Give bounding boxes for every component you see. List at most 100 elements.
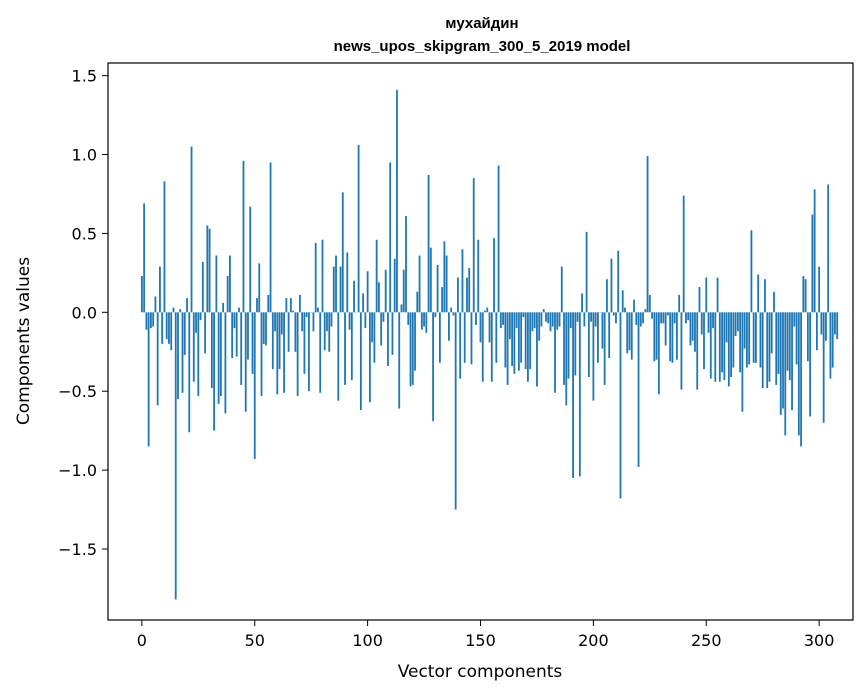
bar-144 <box>466 277 468 313</box>
bar-163 <box>508 312 511 340</box>
bar-236 <box>673 312 676 324</box>
bar-272 <box>755 312 757 363</box>
bar-200 <box>592 312 595 401</box>
x-tick-label-0: 0 <box>137 631 147 650</box>
bar-220 <box>637 312 640 467</box>
bar-173 <box>531 312 534 332</box>
bar-195 <box>581 293 583 313</box>
bar-8 <box>159 266 161 313</box>
bar-274 <box>759 312 762 368</box>
bar-24 <box>195 312 197 333</box>
bar-297 <box>811 214 814 313</box>
bar-238 <box>678 294 681 313</box>
bar-38 <box>226 276 229 313</box>
bar-15 <box>174 312 177 600</box>
bar-215 <box>626 312 629 354</box>
bar-107 <box>382 312 385 322</box>
bar-134 <box>443 241 446 313</box>
bar-135 <box>445 255 448 313</box>
bar-148 <box>475 312 477 325</box>
bar-21 <box>188 312 191 433</box>
bar-19 <box>183 312 186 355</box>
bar-116 <box>402 269 405 313</box>
bar-202 <box>596 312 599 363</box>
y-tick-label-0: −1.5 <box>58 540 97 559</box>
bar-37 <box>224 312 227 414</box>
bar-63 <box>283 312 285 393</box>
bar-76 <box>312 312 315 332</box>
bar-145 <box>468 268 471 313</box>
bar-266 <box>741 312 744 412</box>
bar-81 <box>323 312 326 351</box>
bar-276 <box>764 279 766 313</box>
bar-85 <box>332 266 335 313</box>
bar-267 <box>743 312 746 349</box>
bar-12 <box>168 312 170 344</box>
bar-125 <box>423 312 425 327</box>
bar-249 <box>703 312 705 370</box>
bar-132 <box>438 312 441 363</box>
bar-268 <box>745 312 748 368</box>
bar-138 <box>452 312 455 316</box>
bar-34 <box>217 312 220 404</box>
bar-103 <box>373 312 376 363</box>
bar-209 <box>612 312 615 316</box>
bar-154 <box>488 312 491 343</box>
bar-169 <box>522 312 525 318</box>
bar-188 <box>565 312 568 406</box>
bar-55 <box>265 312 267 346</box>
bar-30 <box>208 228 211 313</box>
bar-263 <box>734 312 737 336</box>
bar-31 <box>210 312 213 389</box>
bar-191 <box>572 312 574 478</box>
bar-152 <box>484 310 486 313</box>
bar-39 <box>229 255 231 313</box>
bar-246 <box>696 312 699 390</box>
bar-234 <box>669 312 672 362</box>
bar-300 <box>818 266 821 313</box>
bar-242 <box>687 312 690 321</box>
bar-201 <box>594 312 597 327</box>
bar-182 <box>551 312 554 327</box>
bar-264 <box>736 312 739 332</box>
bar-42 <box>235 312 238 357</box>
bar-160 <box>502 312 504 325</box>
bar-208 <box>610 258 613 313</box>
bar-284 <box>782 312 784 409</box>
y-axis-label: Components values <box>14 257 34 425</box>
bar-280 <box>773 291 775 313</box>
bar-299 <box>815 312 818 351</box>
bar-66 <box>289 298 292 313</box>
bar-10 <box>163 181 166 313</box>
bar-48 <box>249 206 252 313</box>
bar-29 <box>206 225 209 313</box>
bar-4 <box>149 312 152 329</box>
bar-50 <box>253 312 256 460</box>
y-tick-label-2: −0.5 <box>58 382 97 401</box>
bar-70 <box>298 294 301 313</box>
bar-114 <box>398 312 401 409</box>
bars-group <box>140 89 839 600</box>
bar-262 <box>732 312 735 368</box>
bar-279 <box>770 312 773 354</box>
bar-143 <box>463 312 466 363</box>
bar-47 <box>247 312 249 360</box>
bar-273 <box>757 274 760 313</box>
bar-170 <box>524 312 527 370</box>
bar-141 <box>459 312 462 379</box>
bar-146 <box>470 312 473 365</box>
bar-171 <box>527 312 529 382</box>
bar-52 <box>258 263 261 313</box>
bar-61 <box>278 312 281 370</box>
bar-137 <box>450 307 453 313</box>
y-axis-ticks: −1.5 −1.0 −0.5 0.0 0.5 1.0 1.5 <box>58 67 108 559</box>
bar-1 <box>143 203 146 313</box>
bar-229 <box>657 312 660 395</box>
bar-233 <box>666 312 669 316</box>
bar-126 <box>425 312 428 333</box>
bar-230 <box>660 312 663 324</box>
bar-105 <box>378 282 380 313</box>
bar-97 <box>359 312 362 411</box>
bar-98 <box>362 293 365 313</box>
